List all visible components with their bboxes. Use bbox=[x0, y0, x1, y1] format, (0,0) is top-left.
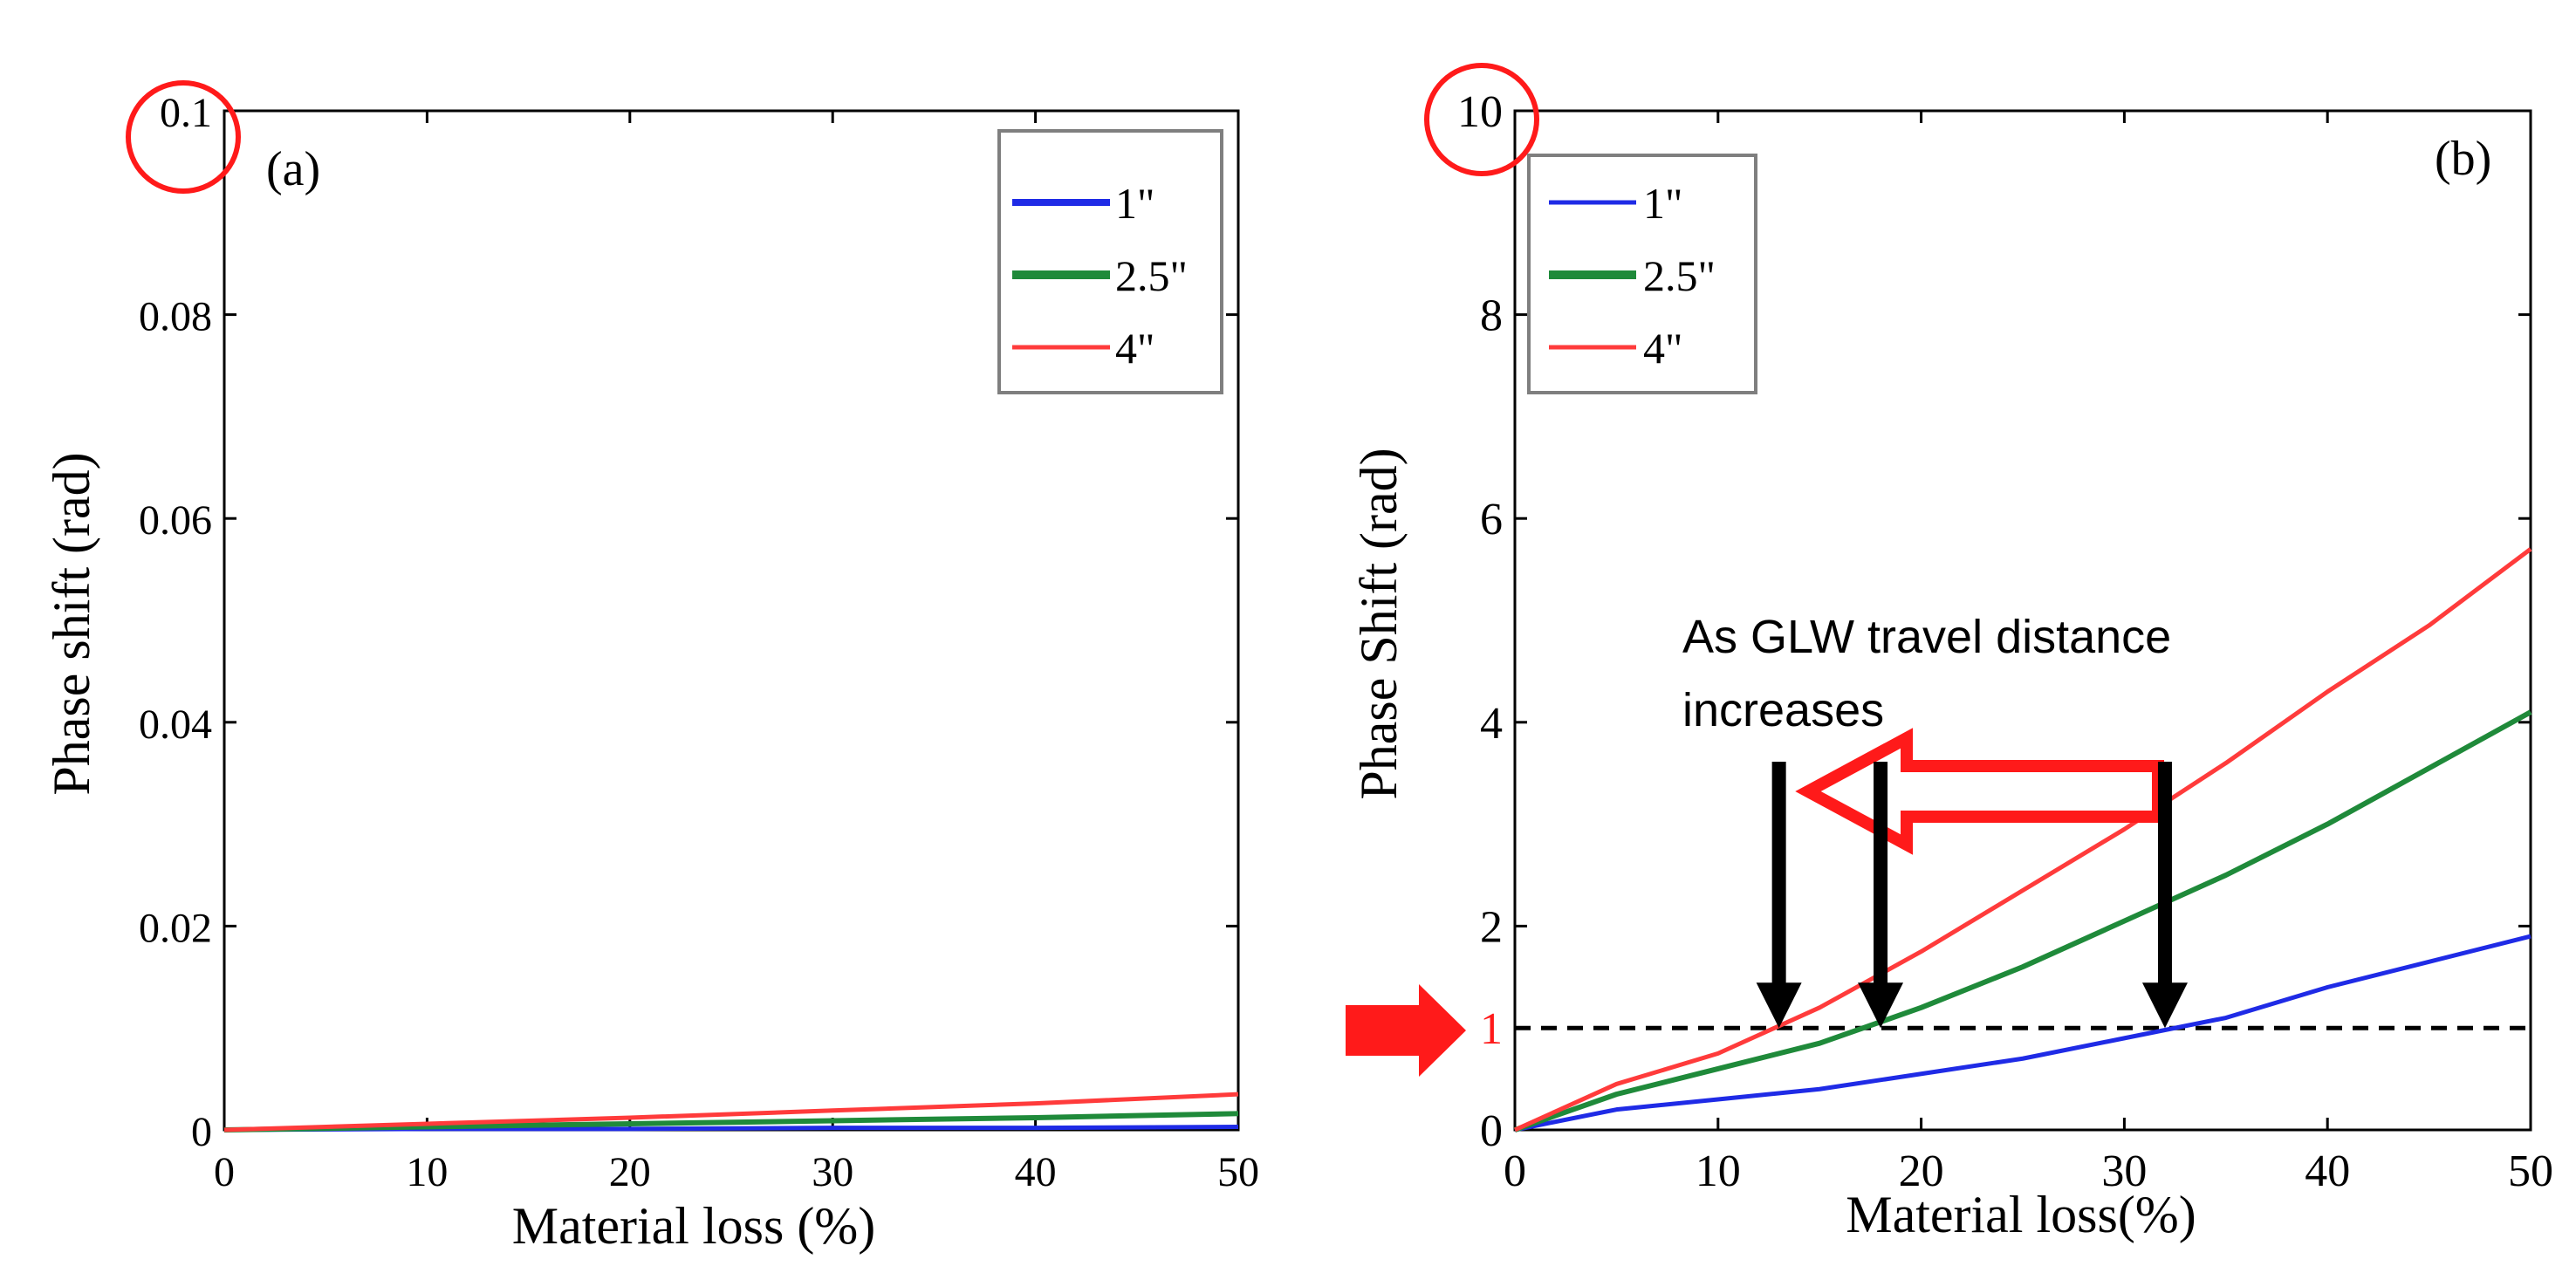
panel-a-chart: 0 10 20 30 40 50 0 0.02 0.04 0.06 0.08 0.1 (a) 1" 2… bbox=[43, 80, 1259, 1255]
panel-b-y-tick-label: 0 bbox=[1480, 1106, 1503, 1156]
panel-b-x-tick-label: 10 bbox=[1696, 1146, 1741, 1196]
panel-b-y-tick-label: 10 bbox=[1457, 87, 1503, 137]
panel-a-y-tick-label: 0.1 bbox=[160, 90, 212, 136]
panel-a-x-tick-label: 20 bbox=[609, 1149, 651, 1195]
panel-b-series-green bbox=[1514, 709, 2532, 1133]
panel-b-highlight-circle bbox=[1424, 63, 1539, 176]
panel-b-x-tick-label: 50 bbox=[2508, 1146, 2553, 1196]
panel-b-series-blue bbox=[1514, 934, 2531, 1133]
panel-b-crossing-arrow-shaft bbox=[1874, 762, 1888, 985]
panel-a-y-tick-label: 0.02 bbox=[139, 905, 212, 951]
panel-a-series-red bbox=[223, 1092, 1239, 1133]
panel-b-chart: 0 10 20 30 40 50 0 2 4 6 8 10 1 (b) 1" 2.5" 4" As GL… bbox=[1346, 63, 2553, 1243]
panel-b-series bbox=[1513, 547, 2532, 1133]
panel-a-legend-box bbox=[997, 129, 1223, 394]
panel-a-series-green bbox=[223, 1111, 1239, 1133]
panel-b-crossing-arrow-head bbox=[1858, 982, 1904, 1029]
panel-b-annotation-line1: As GLW travel distance bbox=[1682, 611, 2171, 663]
panel-b-y-axis-label: Phase Shift (rad) bbox=[1350, 448, 1408, 799]
panel-b-crossing-arrow-head bbox=[2141, 982, 2188, 1029]
panel-b-legend-label-2: 2.5" bbox=[1643, 251, 1716, 300]
panel-a-ticks: 0 10 20 30 40 50 0 0.02 0.04 0.06 0.08 0.1 bbox=[139, 90, 1259, 1195]
panel-a-y-tick-label: 0.06 bbox=[139, 497, 212, 544]
panel-a-y-tick-label: 0.04 bbox=[139, 702, 212, 748]
panel-b-ticks: 0 10 20 30 40 50 0 2 4 6 8 10 1 bbox=[1457, 87, 2553, 1196]
panel-b-x-tick-label: 0 bbox=[1504, 1146, 1526, 1196]
panel-b-y-tick-label: 6 bbox=[1480, 495, 1503, 544]
panel-b-crossing-arrow-shaft bbox=[1771, 762, 1786, 985]
panel-a-x-tick-label: 0 bbox=[214, 1149, 235, 1195]
panel-a-legend: 1" 2.5" 4" bbox=[997, 129, 1223, 394]
panel-a-x-tick-label: 40 bbox=[1015, 1149, 1057, 1195]
panel-b-series-red bbox=[1513, 547, 2532, 1133]
panel-b-crossing-arrow-shaft bbox=[2157, 762, 2172, 985]
panel-b-crossing-arrows bbox=[1756, 762, 2188, 1029]
panel-b-legend-label-1: 1" bbox=[1643, 179, 1682, 228]
panel-b-y-tick-label: 8 bbox=[1480, 291, 1503, 341]
panel-b-crossing-arrow-head bbox=[1756, 982, 1802, 1029]
panel-b-y-extra-tick-label: 1 bbox=[1480, 1004, 1503, 1054]
panel-a-y-tick-label: 0 bbox=[191, 1109, 212, 1155]
panel-a-series bbox=[223, 1092, 1239, 1133]
panel-b-x-tick-label: 40 bbox=[2305, 1146, 2350, 1196]
panel-b-y-tick-label: 2 bbox=[1480, 902, 1503, 952]
panel-b-y1-pointer-arrow bbox=[1346, 984, 1466, 1077]
panel-b-legend: 1" 2.5" 4" bbox=[1527, 154, 1757, 394]
panel-a-y-tick-label: 0.08 bbox=[139, 294, 212, 340]
panel-b-legend-label-3: 4" bbox=[1643, 324, 1682, 373]
panel-b-x-axis-label: Material loss(%) bbox=[1846, 1186, 2196, 1243]
panel-b-y-tick-label: 4 bbox=[1480, 699, 1503, 749]
panel-a-legend-label-1: 1" bbox=[1115, 179, 1154, 228]
panel-b-x-tick-label: 30 bbox=[2101, 1146, 2147, 1196]
panel-a-label: (a) bbox=[266, 142, 320, 196]
panel-a-highlight-circle bbox=[126, 80, 241, 194]
panel-b-annotation-line2: increases bbox=[1682, 684, 1884, 736]
panel-a-x-tick-label: 50 bbox=[1217, 1149, 1259, 1195]
panel-a-x-tick-label: 10 bbox=[406, 1149, 448, 1195]
panel-a-x-axis-label: Material loss (%) bbox=[512, 1197, 876, 1255]
panel-a-x-tick-label: 30 bbox=[812, 1149, 853, 1195]
panel-a-legend-label-3: 4" bbox=[1115, 324, 1154, 373]
panel-b-label: (b) bbox=[2435, 132, 2491, 186]
panel-b-x-tick-label: 20 bbox=[1899, 1146, 1944, 1196]
panel-a-y-axis-label: Phase shift (rad) bbox=[43, 452, 100, 795]
panel-a-legend-label-2: 2.5" bbox=[1115, 251, 1188, 300]
panel-b-direction-arrow bbox=[1795, 728, 2164, 855]
